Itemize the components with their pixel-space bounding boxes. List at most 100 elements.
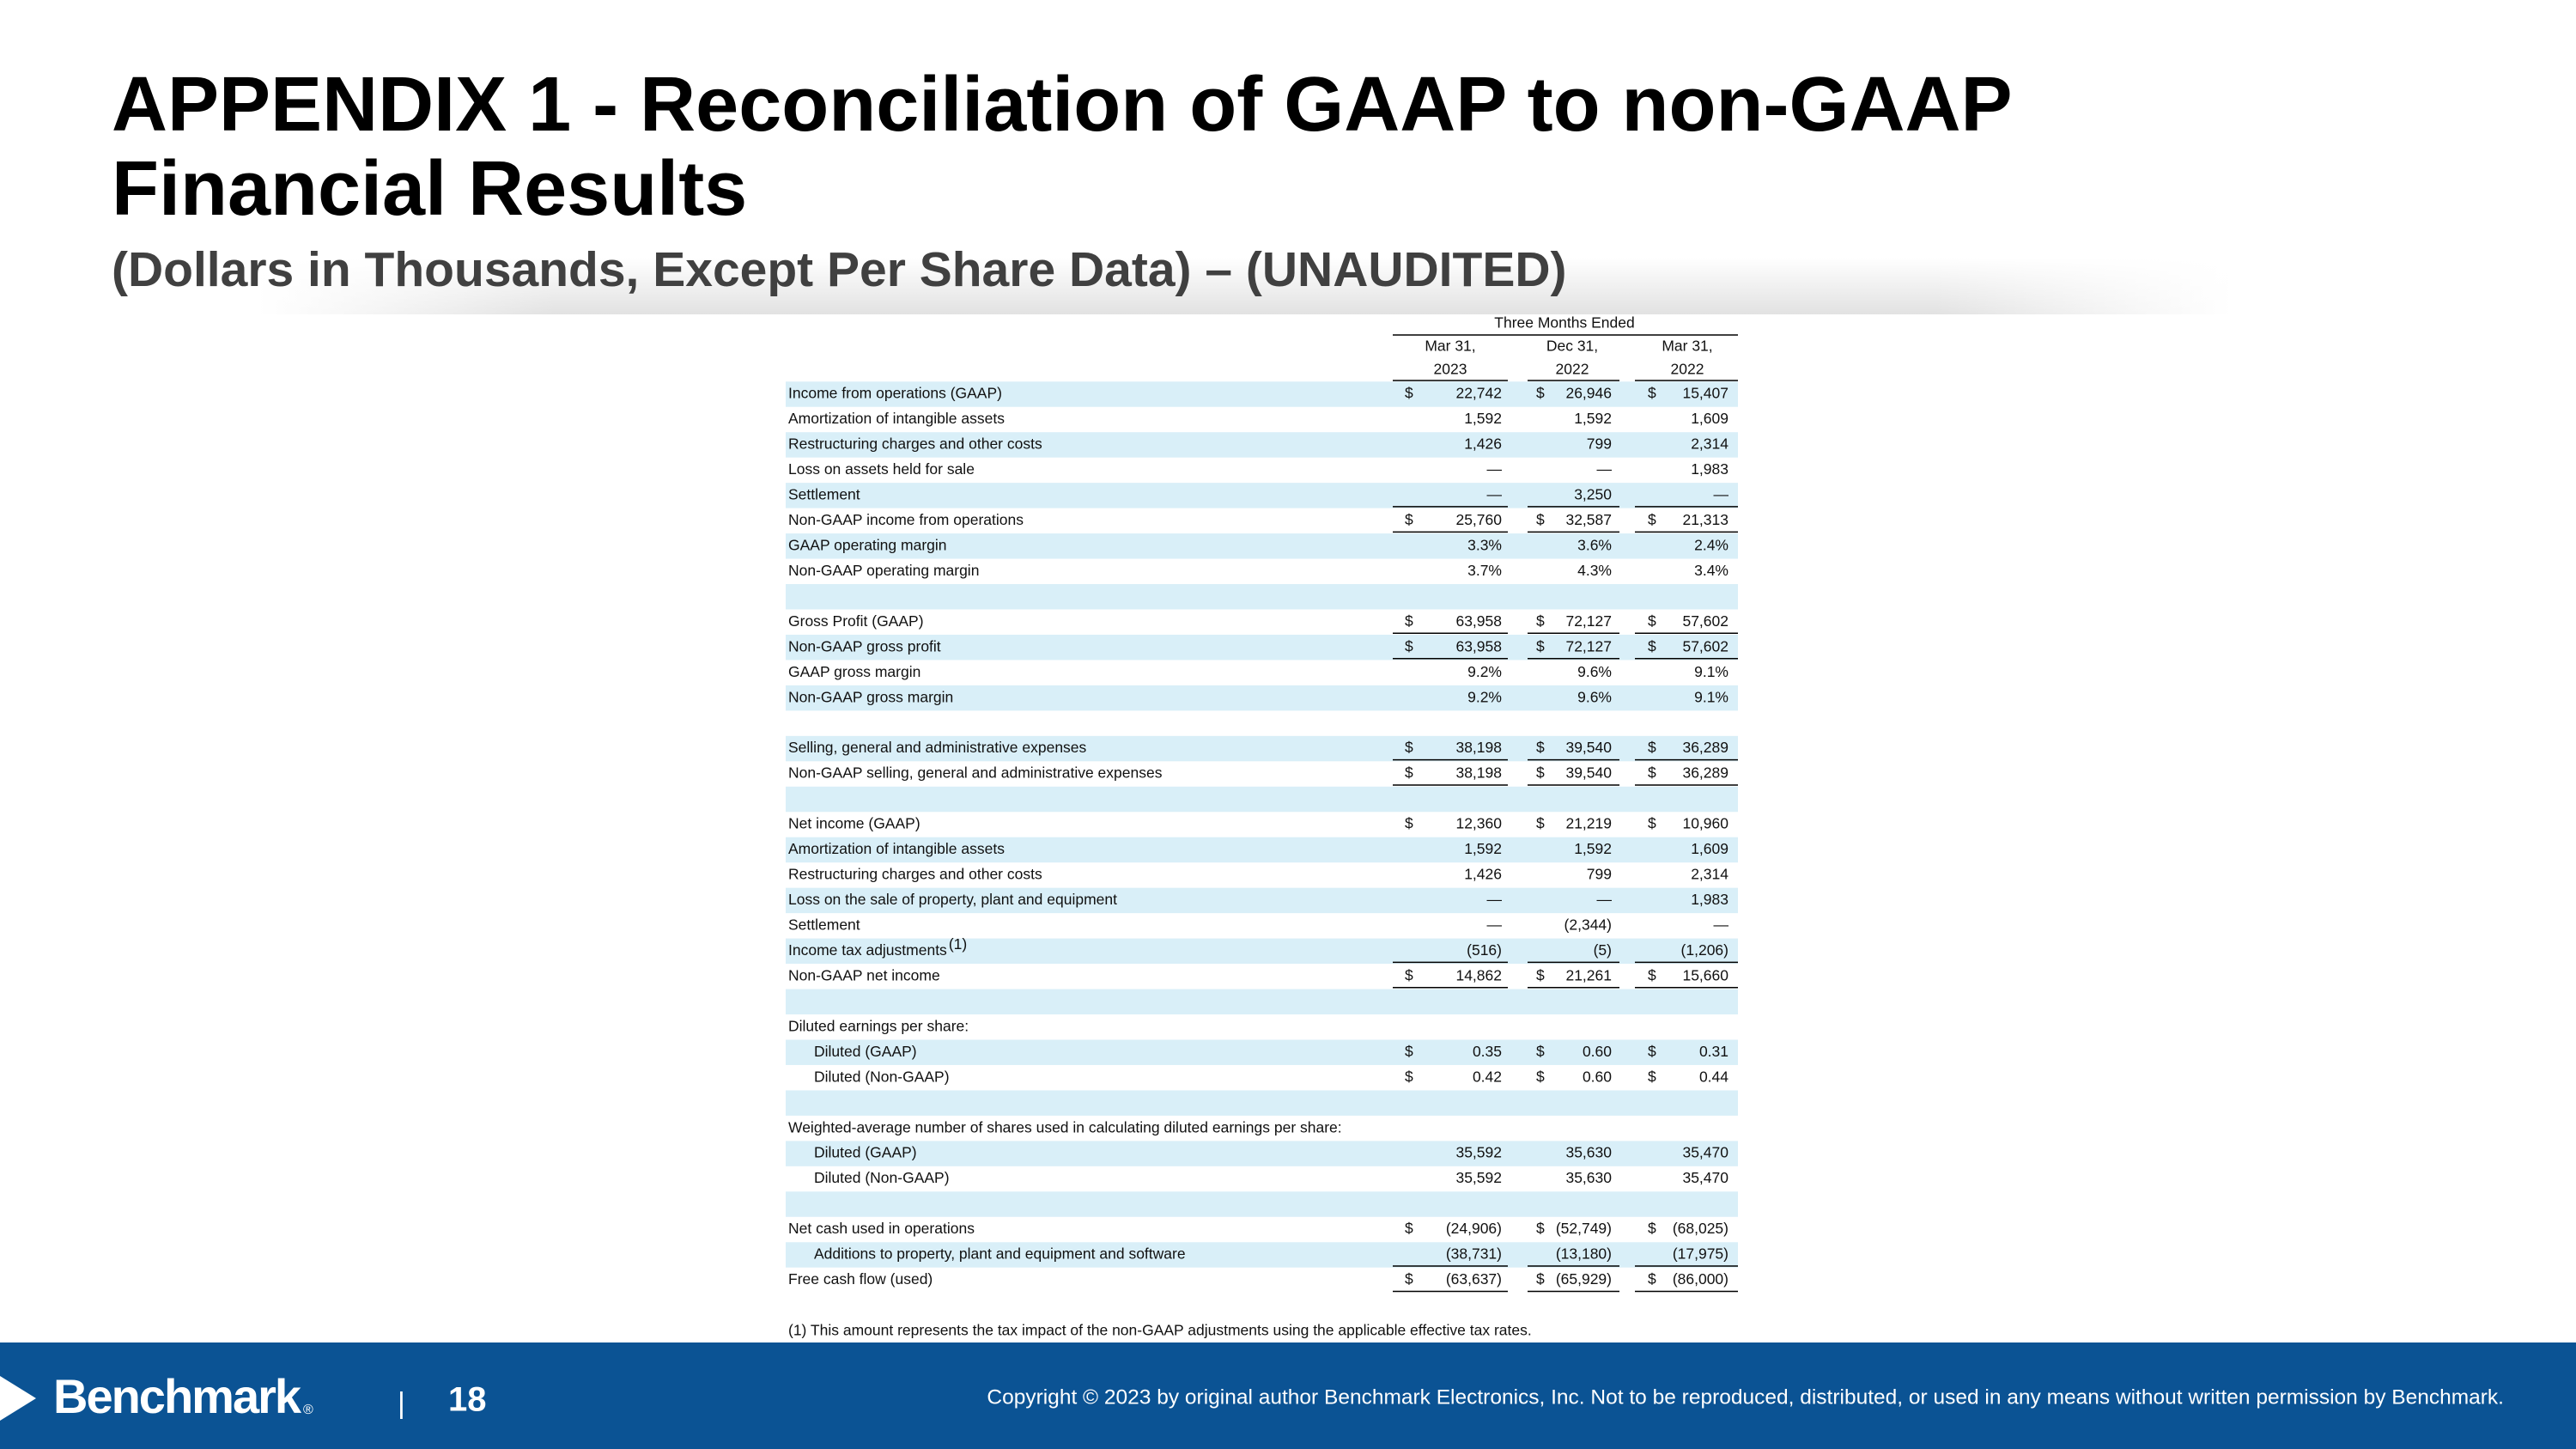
row-label: Settlement [788,486,860,503]
footnote: (1) This amount represents the tax impac… [788,1322,1532,1339]
currency: $ [1536,815,1545,832]
cell-value: 38,198 [1455,764,1502,782]
cell-value: 63,958 [1455,612,1502,630]
currency: $ [1405,815,1413,832]
row-label: Diluted (GAAP) [814,1043,917,1060]
currency: $ [1536,1270,1545,1288]
column-header: Mar 31, [1662,338,1712,355]
cell-value: 35,592 [1455,1144,1502,1161]
cell-value: 1,983 [1691,891,1728,908]
title: APPENDIX 1 - Reconciliation of GAAP to n… [112,62,2012,148]
cell-value: 1,592 [1464,410,1502,427]
cell-value: 9.2% [1467,663,1502,680]
row-shade [786,432,1738,458]
row-shade [786,634,1738,661]
row-label: Non-GAAP operating margin [788,562,979,579]
cell-value: 57,602 [1682,612,1728,630]
cell-value: (17,975) [1673,1245,1728,1263]
column-header: 2022 [1556,361,1589,378]
currency: $ [1536,1220,1545,1237]
row-label: Loss on assets held for sale [788,460,975,478]
currency: $ [1536,739,1545,756]
row-label: Gross Profit (GAAP) [788,612,924,630]
table: Three Months Ended Mar 31, 2023 Dec 31, 2022… [786,314,1738,1293]
cell-value: 10,960 [1682,815,1728,832]
cell-value: 21,261 [1565,966,1612,983]
cell-value: (24,906) [1446,1220,1502,1237]
currency: $ [1405,764,1413,782]
cell-value: — [1597,891,1613,908]
cell-value: 799 [1587,435,1612,453]
page-number: 18 [448,1381,487,1419]
cell-value: 1,592 [1464,840,1502,857]
currency: $ [1405,1220,1413,1237]
title: Financial Results [112,146,747,232]
row-shade [786,483,1738,508]
cell-value: 32,587 [1565,511,1612,528]
header-shadow-fade [258,258,2233,314]
cell-value: — [1714,916,1729,933]
currency: $ [1536,637,1545,654]
cell-value: (2,344) [1564,916,1612,933]
row-shade [786,989,1738,1015]
cell-value: 36,289 [1682,764,1728,782]
currency: $ [1536,612,1545,630]
row-shade [786,938,1738,965]
cell-value: 35,470 [1682,1144,1728,1161]
cell-value: — [1597,460,1613,478]
row-label: GAAP operating margin [788,536,947,553]
cell-value: 2,314 [1691,435,1728,453]
row-label: Non-GAAP gross profit [788,637,941,654]
row-shade [786,533,1738,559]
row-label: Non-GAAP selling, general and administra… [788,764,1163,782]
cell-value: 12,360 [1455,815,1502,832]
row-label: Settlement [788,916,860,933]
cell-value: 57,602 [1682,637,1728,654]
currency: $ [1536,385,1545,402]
currency: $ [1648,739,1656,756]
currency: $ [1536,511,1545,528]
currency: $ [1648,511,1656,528]
cell-value: 0.35 [1473,1043,1502,1060]
column-header: 2023 [1434,361,1467,378]
row-label: Restructuring charges and other costs [788,866,1042,883]
cell-value: 1,592 [1574,840,1612,857]
currency: $ [1648,612,1656,630]
cell-value: (86,000) [1673,1270,1728,1288]
cell-value: 63,958 [1455,637,1502,654]
row-label: Diluted earnings per share: [788,1017,969,1034]
cell-value: 9.1% [1694,663,1728,680]
cell-value: 9.6% [1577,688,1612,705]
currency: $ [1405,966,1413,983]
row-label: Weighted-average number of shares used i… [788,1118,1342,1135]
cell-value: 0.42 [1473,1068,1502,1085]
cell-value: (13,180) [1556,1245,1612,1263]
cell-value: 2,314 [1691,866,1728,883]
cell-value: (52,749) [1556,1220,1612,1237]
row-label: Diluted (Non-GAAP) [814,1169,950,1186]
cell-value: — [1487,916,1503,933]
currency: $ [1648,385,1656,402]
currency: $ [1648,1270,1656,1288]
cell-value: — [1487,891,1503,908]
cell-value: 3.6% [1577,536,1612,553]
currency: $ [1648,815,1656,832]
cell-value: (65,929) [1556,1270,1612,1288]
column-header: Dec 31, [1546,338,1598,355]
currency: $ [1405,637,1413,654]
row-label: Net income (GAAP) [788,815,920,832]
currency: $ [1648,966,1656,983]
cell-value: 21,219 [1565,815,1612,832]
subtitle: (Dollars in Thousands, Except Per Share … [112,242,1567,297]
cell-value: 9.2% [1467,688,1502,705]
row-label: Amortization of intangible assets [788,840,1005,857]
cell-value: 1,609 [1691,840,1728,857]
cell-value: 35,630 [1565,1144,1612,1161]
logo-arrow [0,1376,36,1421]
cell-value: 35,470 [1682,1169,1728,1186]
row-label: Income from operations (GAAP) [788,385,1002,402]
row-shade [786,1090,1738,1116]
row-label: Free cash flow (used) [788,1270,933,1288]
currency: $ [1648,764,1656,782]
